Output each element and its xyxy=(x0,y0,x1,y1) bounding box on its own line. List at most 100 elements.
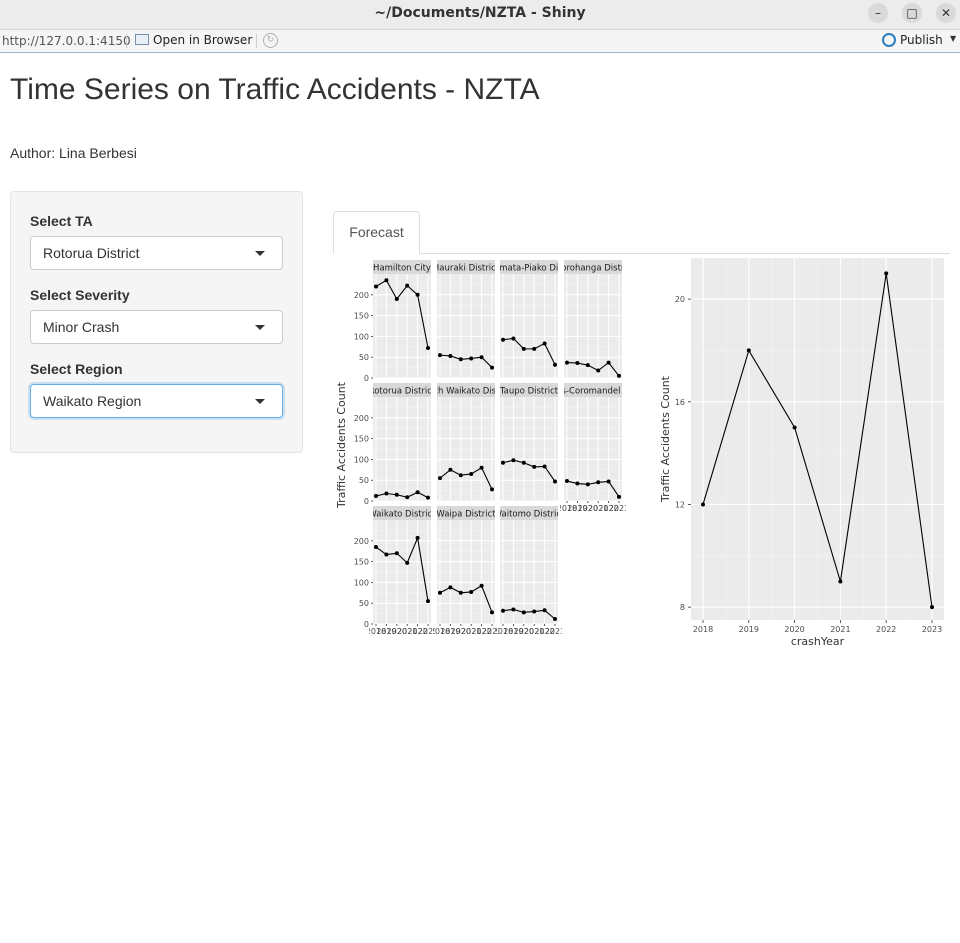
open-in-browser-button[interactable]: Open in Browser xyxy=(135,33,252,47)
x-tick-label: 2021 xyxy=(524,627,544,636)
severity-label: Select Severity xyxy=(30,287,130,303)
facet-strip xyxy=(437,260,495,274)
data-point xyxy=(553,479,557,484)
data-point xyxy=(405,495,410,500)
facet-title: Waitomo District xyxy=(494,510,565,520)
y-tick-label: 150 xyxy=(354,558,369,567)
y-tick-label: 50 xyxy=(359,353,369,362)
facet-strip xyxy=(564,383,622,397)
data-point xyxy=(374,545,378,550)
maximize-icon[interactable]: □ xyxy=(902,3,922,23)
x-tick-label: 2018 xyxy=(366,627,386,636)
chevron-down-icon xyxy=(255,251,265,256)
tab-forecast[interactable]: Forecast xyxy=(333,211,420,254)
data-point xyxy=(553,617,557,622)
y-tick-label: 8 xyxy=(680,603,685,612)
x-axis-label: crashYear xyxy=(791,635,845,648)
publish-icon xyxy=(882,33,896,47)
y-tick-label: 200 xyxy=(354,291,369,300)
y-tick-label: 0 xyxy=(364,374,369,383)
x-tick-label: 2020 xyxy=(387,627,407,636)
x-tick-label: 2021 xyxy=(397,627,417,636)
x-tick-label: 2019 xyxy=(440,627,460,636)
data-point xyxy=(426,495,430,500)
data-point xyxy=(542,608,547,613)
y-tick-label: 20 xyxy=(675,295,685,304)
publish-button[interactable]: Publish xyxy=(882,33,943,47)
data-point xyxy=(606,360,611,365)
data-point xyxy=(532,464,537,469)
browser-window-icon xyxy=(135,34,149,45)
data-point xyxy=(438,353,442,358)
data-point xyxy=(448,353,453,358)
x-tick-label: 2023 xyxy=(482,627,502,636)
x-tick-label: 2018 xyxy=(693,625,713,634)
data-point xyxy=(511,607,516,612)
region-label: Select Region xyxy=(30,361,123,377)
facet-strip xyxy=(500,383,558,397)
data-point xyxy=(394,296,399,301)
facet-panel: Otorohanga District xyxy=(551,260,633,379)
data-point xyxy=(394,551,399,556)
x-tick-label: 2021 xyxy=(588,504,608,513)
x-tick-label: 2020 xyxy=(514,627,534,636)
facet-title: Otorohanga District xyxy=(551,264,633,274)
data-point xyxy=(596,368,601,373)
data-point xyxy=(490,487,494,492)
close-icon[interactable]: ✕ xyxy=(936,3,956,23)
facet-panel: Hamilton City xyxy=(373,260,431,379)
x-tick-label: 2018 xyxy=(557,504,577,513)
severity-select[interactable]: Minor Crash xyxy=(30,310,283,344)
data-point xyxy=(438,590,442,595)
data-point xyxy=(617,373,621,378)
data-point xyxy=(617,494,621,499)
facet-panel: Waipa District xyxy=(437,506,495,625)
publish-label: Publish xyxy=(900,33,943,47)
region-select[interactable]: Waikato Region xyxy=(30,384,283,418)
data-point xyxy=(575,481,580,486)
data-point xyxy=(415,292,420,297)
data-point xyxy=(469,471,474,476)
y-tick-label: 150 xyxy=(354,435,369,444)
data-point xyxy=(606,479,611,484)
toolbar-divider xyxy=(256,34,257,48)
x-tick-label: 2022 xyxy=(471,627,491,636)
data-point xyxy=(511,336,516,341)
data-point xyxy=(521,610,526,615)
x-tick-label: 2018 xyxy=(493,627,513,636)
data-point xyxy=(458,590,463,595)
facet-strip xyxy=(437,506,495,520)
facet-title: South Waikato District xyxy=(419,387,514,397)
x-tick-label: 2023 xyxy=(545,627,565,636)
facet-strip xyxy=(500,260,558,274)
severity-select-value: Minor Crash xyxy=(43,319,120,335)
y-tick-label: 16 xyxy=(675,398,685,407)
data-point xyxy=(575,361,580,366)
facet-title: Matamata-Piako District xyxy=(478,264,580,274)
y-tick-label: 100 xyxy=(354,578,369,587)
data-point xyxy=(532,609,537,614)
x-tick-label: 2023 xyxy=(609,504,629,513)
facet-panel: Waitomo District xyxy=(494,506,565,625)
rotorua-line-chart: 8 12 16 20 2018 2019 2020 2021 2022 2023 crashYear… xyxy=(659,258,944,648)
publish-dropdown-chevron-icon[interactable]: ▼ xyxy=(950,34,957,43)
x-tick-label: 2020 xyxy=(451,627,471,636)
data-point xyxy=(532,346,537,351)
facet-panel: Hauraki District xyxy=(437,260,495,379)
region-select-value: Waikato Region xyxy=(43,393,142,409)
data-point xyxy=(426,346,430,351)
data-point xyxy=(553,362,557,367)
data-point xyxy=(479,583,484,588)
x-tick-label: 2019 xyxy=(739,625,759,634)
y-tick-label: 100 xyxy=(354,455,369,464)
ta-select[interactable]: Rotorua District xyxy=(30,236,283,270)
minimize-icon[interactable]: – xyxy=(868,3,888,23)
facet-panel: Thames-Coromandel District xyxy=(564,383,622,502)
x-tick-label: 2019 xyxy=(503,627,523,636)
refresh-icon[interactable]: ↻ xyxy=(263,33,278,48)
data-point xyxy=(501,460,505,465)
data-point xyxy=(438,476,442,481)
facet-strip xyxy=(500,506,558,520)
y-tick-label: 0 xyxy=(364,620,369,629)
facet-panel: Waikato District xyxy=(373,506,431,625)
